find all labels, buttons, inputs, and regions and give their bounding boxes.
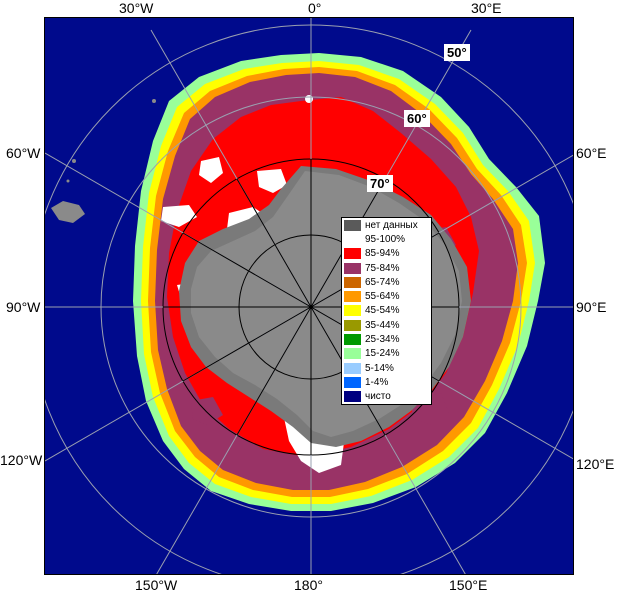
label-150e: 150°E — [449, 577, 488, 593]
legend-label: 1-4% — [365, 376, 389, 388]
label-120e: 120°E — [576, 456, 615, 472]
label-60e: 60°E — [576, 145, 607, 161]
south-america-tip — [51, 201, 85, 223]
ice-full-2 — [161, 205, 197, 227]
legend-item: нет данных — [342, 218, 431, 232]
ice-full-7 — [305, 95, 313, 103]
legend-item: 65-74% — [342, 275, 431, 289]
label-120w: 120°W — [0, 452, 43, 468]
label-90w: 90°W — [6, 299, 41, 315]
label-150w: 150°W — [135, 577, 178, 593]
legend-item: 35-44% — [342, 318, 431, 332]
label-30w: 30°W — [119, 0, 154, 16]
legend-label: 65-74% — [365, 276, 400, 288]
legend-item: чисто — [342, 390, 431, 404]
label-180: 180° — [294, 577, 323, 593]
legend-item: 25-34% — [342, 332, 431, 346]
legend-label: 85-94% — [365, 248, 400, 260]
legend-item: 15-24% — [342, 347, 431, 361]
legend-swatch — [344, 362, 361, 374]
legend-label: 55-64% — [365, 291, 400, 303]
legend-label: 95-100% — [365, 233, 406, 245]
legend-swatch — [344, 276, 361, 288]
legend-swatch — [344, 348, 361, 360]
legend-label: 35-44% — [365, 319, 400, 331]
legend-label: 25-34% — [365, 334, 400, 346]
label-lat-70: 70° — [367, 175, 393, 192]
legend-label: нет данных — [365, 219, 418, 231]
island-2 — [66, 179, 70, 183]
legend-label: чисто — [365, 391, 391, 403]
legend-label: 15-24% — [365, 348, 400, 360]
legend-swatch — [344, 391, 361, 403]
label-30e: 30°E — [471, 0, 502, 16]
legend-swatch — [344, 376, 361, 388]
label-lat-50: 50° — [444, 44, 470, 61]
sea-ice-map — [44, 17, 574, 575]
legend-label: 75-84% — [365, 262, 400, 274]
legend-label: 5-14% — [365, 362, 394, 374]
legend-swatch — [344, 334, 361, 346]
legend-item: 1-4% — [342, 375, 431, 389]
legend-swatch — [344, 219, 361, 231]
label-90e: 90°E — [576, 299, 607, 315]
legend-item: 55-64% — [342, 289, 431, 303]
legend-swatch — [344, 319, 361, 331]
island-3 — [152, 99, 156, 103]
legend-swatch — [344, 233, 361, 245]
ice-full-1 — [199, 157, 223, 183]
legend-swatch — [344, 305, 361, 317]
legend-item: 85-94% — [342, 247, 431, 261]
legend-item: 95-100% — [342, 232, 431, 246]
legend-swatch — [344, 262, 361, 274]
ice-full-4 — [257, 169, 287, 193]
legend-swatch — [344, 248, 361, 260]
label-lat-60: 60° — [404, 110, 430, 127]
legend-label: 45-54% — [365, 305, 400, 317]
island-1 — [72, 159, 76, 163]
legend-swatch — [344, 291, 361, 303]
legend-item: 75-84% — [342, 261, 431, 275]
label-0: 0° — [308, 0, 322, 16]
legend-item: 5-14% — [342, 361, 431, 375]
legend-item: 45-54% — [342, 304, 431, 318]
label-60w: 60°W — [6, 145, 41, 161]
legend: нет данных 95-100% 85-94% 75-84% 65-74% 55-64… — [341, 217, 432, 405]
